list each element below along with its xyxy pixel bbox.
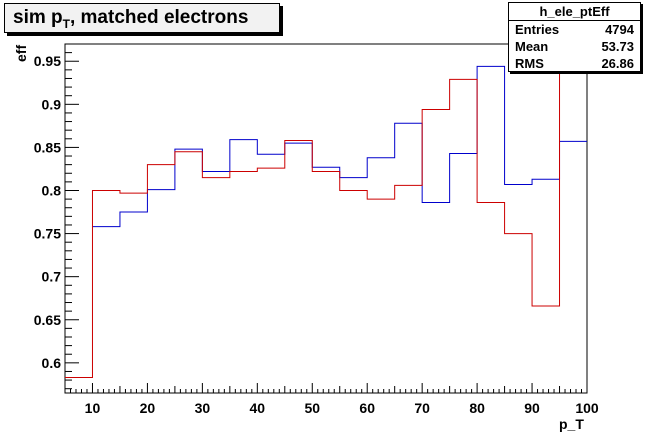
plot-frame: [64, 43, 588, 394]
stats-label: Mean: [515, 39, 549, 54]
x-tick-label: 10: [85, 400, 101, 416]
plot-area-border: [64, 43, 588, 394]
y-tick-label: 0.85: [34, 139, 61, 155]
title-main: sim p: [13, 7, 63, 28]
stats-label: Entries: [515, 22, 560, 37]
x-tick-label: 50: [304, 400, 320, 416]
x-tick-label: 90: [524, 400, 540, 416]
stats-row-entries: Entries 4794: [509, 21, 640, 38]
plot-title: sim pT, matched electrons: [4, 3, 280, 33]
y-tick-label: 0.75: [34, 226, 61, 242]
series-line-blue: [92, 65, 587, 228]
stats-value: 4794: [605, 22, 634, 37]
x-tick-label: 70: [414, 400, 430, 416]
x-tick-label: 80: [469, 400, 485, 416]
y-tick-label: 0.6: [42, 355, 62, 371]
series-line-red: [65, 43, 587, 378]
x-tick-label: 40: [250, 400, 266, 416]
x-tick-label: 100: [575, 400, 599, 416]
series-lines: [65, 43, 587, 378]
y-tick-label: 0.8: [42, 182, 62, 198]
stats-label: RMS: [515, 56, 544, 71]
title-subscript: T: [62, 17, 70, 31]
y-tick-label: 0.65: [34, 312, 61, 328]
stats-box: h_ele_ptEff Entries 4794 Mean 53.73 RMS …: [508, 2, 641, 72]
x-tick-label: 60: [359, 400, 375, 416]
y-tick-label: 0.95: [34, 53, 61, 69]
stats-row-rms: RMS 26.86: [509, 55, 640, 72]
stats-value: 53.73: [601, 39, 634, 54]
y-tick-label: 0.7: [42, 269, 62, 285]
y-tick-label: 0.9: [42, 96, 62, 112]
tick-labels: 10 20 30 40 50 60 70 80 90 100 0.6 0.65 0.7 0.75 0.8 0.…: [34, 53, 599, 416]
stats-histogram-name: h_ele_ptEff: [509, 3, 640, 21]
stats-row-mean: Mean 53.73: [509, 38, 640, 55]
title-rest: , matched electrons: [69, 7, 249, 28]
x-tick-label: 20: [140, 400, 156, 416]
x-tick-label: 30: [195, 400, 211, 416]
stats-value: 26.86: [601, 56, 634, 71]
y-axis-label: eff: [13, 44, 29, 62]
axis-ticks: [64, 43, 588, 393]
x-axis-label: p_T: [559, 416, 584, 432]
